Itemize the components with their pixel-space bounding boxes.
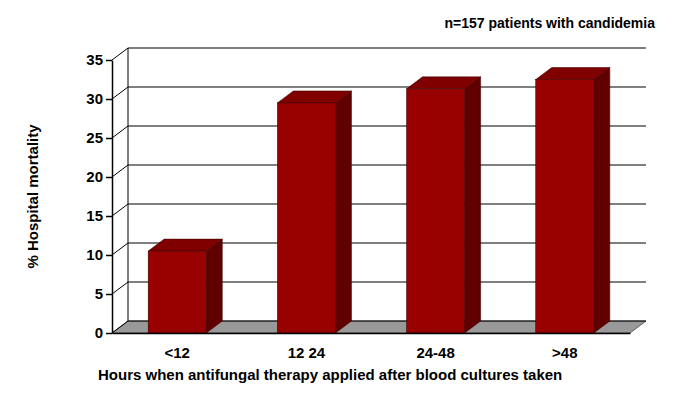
y-tick-mark <box>106 333 112 335</box>
bar <box>407 89 465 333</box>
y-tick-mark <box>106 255 112 257</box>
bar-top <box>148 239 222 251</box>
y-tick: 15 <box>86 207 112 224</box>
bar <box>536 80 594 334</box>
bar-top <box>536 68 610 80</box>
y-tick: 0 <box>95 324 112 341</box>
x-tick: 12 24 <box>288 333 326 361</box>
bar-group <box>536 68 610 334</box>
x-tick: 24-48 <box>416 333 454 361</box>
y-tick: 10 <box>86 246 112 263</box>
y-tick-label: 10 <box>86 246 103 263</box>
x-axis: <12 12 24 24-48 >48 <box>113 333 631 361</box>
bar-group <box>148 239 222 333</box>
y-tick-label: 35 <box>86 51 103 68</box>
y-tick: 5 <box>95 285 112 302</box>
x-tick-label: >48 <box>552 344 577 361</box>
grid-line-depth <box>112 48 128 60</box>
y-tick-label: 15 <box>86 207 103 224</box>
bar <box>148 251 206 333</box>
y-tick-mark <box>106 60 112 62</box>
back-wall-edge <box>128 48 129 321</box>
bar-side <box>594 68 610 334</box>
y-tick-label: 25 <box>86 129 103 146</box>
bar-top <box>277 91 351 103</box>
y-tick: 25 <box>86 129 112 146</box>
bar-side <box>206 239 222 333</box>
grid-line-depth <box>112 243 128 255</box>
y-tick-mark <box>106 294 112 296</box>
y-axis: 0 5 10 15 20 25 30 35 <box>86 51 112 341</box>
grid-line-depth <box>112 87 128 99</box>
y-tick-label: 0 <box>95 324 103 341</box>
x-tick-label: 24-48 <box>416 344 454 361</box>
y-tick-label: 5 <box>95 285 103 302</box>
grid-line-depth <box>112 204 128 216</box>
x-axis-line <box>113 333 631 335</box>
y-tick: 30 <box>86 90 112 107</box>
annotation: n=157 patients with candidemia <box>445 15 656 31</box>
y-tick-label: 30 <box>86 90 103 107</box>
y-tick-mark <box>106 216 112 218</box>
y-axis-title: % Hospital mortality <box>24 124 41 269</box>
grid-line-depth <box>112 282 128 294</box>
bars <box>148 68 610 334</box>
grid <box>112 48 646 333</box>
grid-line <box>112 48 646 60</box>
x-tick: <12 <box>165 333 190 361</box>
bar-group <box>277 91 351 333</box>
x-axis-title: Hours when antifungal therapy applied af… <box>98 366 562 383</box>
grid-line-depth <box>112 165 128 177</box>
bar-group <box>407 77 481 333</box>
bar-side <box>335 91 351 333</box>
y-tick: 20 <box>86 168 112 185</box>
grid-line-depth <box>112 321 128 333</box>
y-axis-line <box>112 61 114 334</box>
x-tick: >48 <box>552 333 577 361</box>
x-tick-label: 12 24 <box>288 344 326 361</box>
y-tick-mark <box>106 177 112 179</box>
bar <box>277 103 335 333</box>
bar-side <box>465 77 481 333</box>
bar-top <box>407 77 481 89</box>
y-tick-mark <box>106 99 112 101</box>
y-tick: 35 <box>86 51 112 68</box>
grid-line-back <box>128 48 646 49</box>
y-tick-label: 20 <box>86 168 103 185</box>
x-tick-label: <12 <box>165 344 190 361</box>
y-tick-mark <box>106 138 112 140</box>
chart: 0 5 10 15 20 25 30 35 <12 12 24 24-48 >48 Hours when… <box>0 0 686 400</box>
grid-line-depth <box>112 126 128 138</box>
